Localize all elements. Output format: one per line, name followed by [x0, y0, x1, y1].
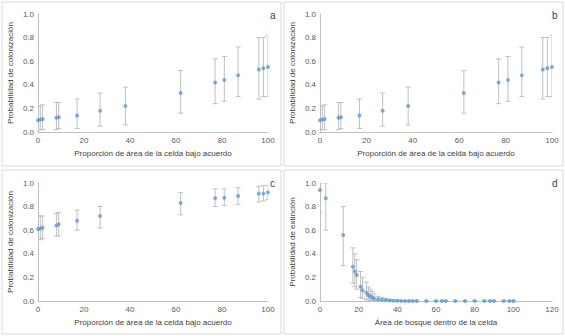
svg-text:0: 0: [318, 136, 323, 145]
svg-text:60: 60: [432, 305, 441, 314]
svg-text:120: 120: [545, 305, 559, 314]
svg-text:0.0: 0.0: [23, 128, 35, 137]
svg-text:1.0: 1.0: [23, 10, 35, 19]
svg-text:100: 100: [261, 136, 275, 145]
svg-text:Proporción de área de la celda: Proporción de área de la celda bajo acue…: [74, 318, 232, 327]
svg-text:60: 60: [172, 305, 181, 314]
svg-text:0.4: 0.4: [23, 249, 35, 258]
svg-text:100: 100: [507, 305, 521, 314]
svg-text:40: 40: [408, 136, 417, 145]
svg-text:40: 40: [126, 136, 135, 145]
svg-text:0.6: 0.6: [305, 226, 317, 235]
svg-text:1.0: 1.0: [305, 10, 317, 19]
svg-text:1.0: 1.0: [23, 179, 35, 188]
svg-text:Área de bosque dentro de la ce: Área de bosque dentro de la celda: [375, 318, 498, 327]
svg-text:100: 100: [261, 305, 275, 314]
svg-text:40: 40: [393, 305, 402, 314]
svg-text:20: 20: [354, 305, 363, 314]
svg-text:0.0: 0.0: [305, 128, 317, 137]
svg-text:0.2: 0.2: [23, 104, 35, 113]
svg-text:1.0: 1.0: [305, 179, 317, 188]
svg-text:20: 20: [362, 136, 371, 145]
svg-text:0.4: 0.4: [305, 249, 317, 258]
svg-text:0: 0: [36, 136, 41, 145]
svg-text:60: 60: [172, 136, 181, 145]
svg-text:0: 0: [318, 305, 323, 314]
svg-text:0.6: 0.6: [23, 57, 35, 66]
svg-text:100: 100: [545, 136, 559, 145]
svg-text:80: 80: [470, 305, 479, 314]
svg-text:80: 80: [501, 136, 510, 145]
svg-text:Proporción de área de la celda: Proporción de área de la celda bajo acue…: [357, 149, 515, 158]
svg-text:0.4: 0.4: [23, 80, 35, 89]
svg-text:20: 20: [80, 305, 89, 314]
svg-text:0.8: 0.8: [23, 202, 35, 211]
svg-text:80: 80: [218, 305, 227, 314]
svg-text:d: d: [552, 178, 558, 189]
svg-text:c: c: [270, 178, 275, 189]
svg-text:Probabilidad de colonización: Probabilidad de colonización: [6, 191, 15, 293]
svg-text:Probabilidad de extinción: Probabilidad de extinción: [288, 197, 297, 286]
svg-text:80: 80: [218, 136, 227, 145]
svg-text:a: a: [270, 10, 276, 21]
svg-text:0.8: 0.8: [23, 33, 35, 42]
svg-text:Probabilidad de colonización: Probabilidad de colonización: [288, 22, 297, 124]
svg-text:Proporción de área de la celda: Proporción de área de la celda bajo acue…: [74, 149, 232, 158]
svg-text:0.2: 0.2: [305, 104, 317, 113]
svg-text:0.8: 0.8: [305, 202, 317, 211]
svg-text:0: 0: [36, 305, 41, 314]
svg-text:20: 20: [80, 136, 89, 145]
svg-text:0.2: 0.2: [305, 273, 317, 282]
svg-text:0.4: 0.4: [305, 80, 317, 89]
svg-text:0.2: 0.2: [23, 273, 35, 282]
svg-text:0.0: 0.0: [305, 297, 317, 306]
svg-text:b: b: [552, 10, 558, 21]
svg-text:0.8: 0.8: [305, 33, 317, 42]
svg-text:40: 40: [126, 305, 135, 314]
svg-text:60: 60: [455, 136, 464, 145]
svg-text:Probabilidad de colonización: Probabilidad de colonización: [6, 22, 15, 124]
svg-text:0.0: 0.0: [23, 297, 35, 306]
svg-text:0.6: 0.6: [23, 226, 35, 235]
svg-text:0.6: 0.6: [305, 57, 317, 66]
